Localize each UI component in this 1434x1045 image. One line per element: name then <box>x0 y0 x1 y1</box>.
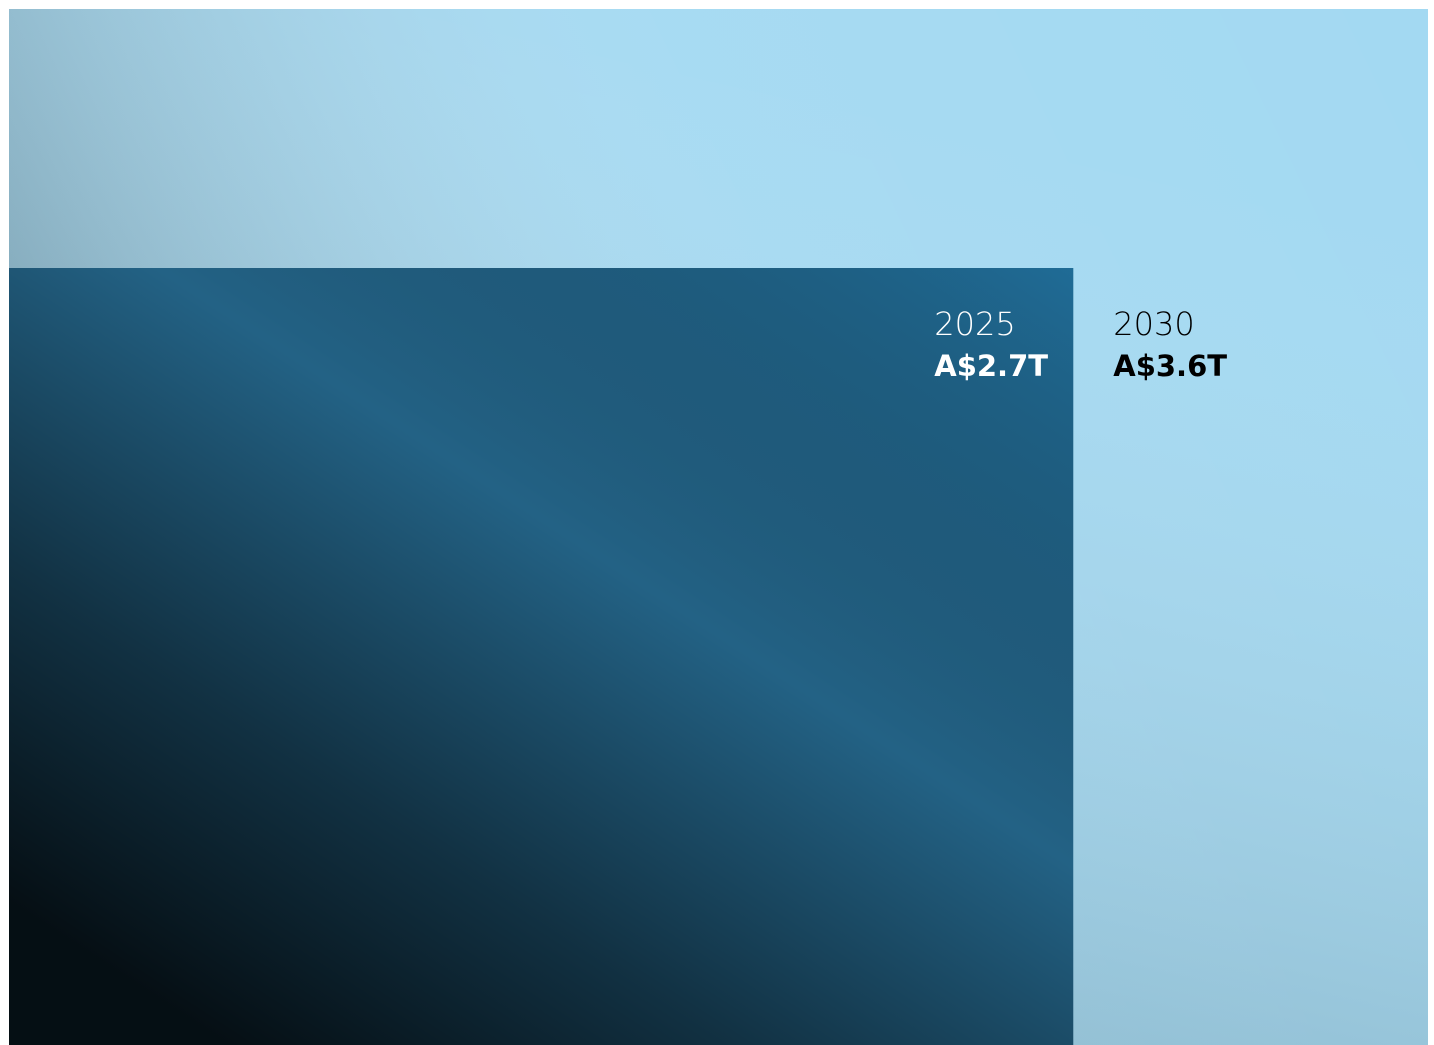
year-label: 2030 <box>1113 305 1194 343</box>
shade <box>9 268 1074 1045</box>
value-label: A$2.7T <box>934 349 1048 383</box>
year-label: 2025 <box>934 305 1015 343</box>
value-label: A$3.6T <box>1113 349 1227 383</box>
